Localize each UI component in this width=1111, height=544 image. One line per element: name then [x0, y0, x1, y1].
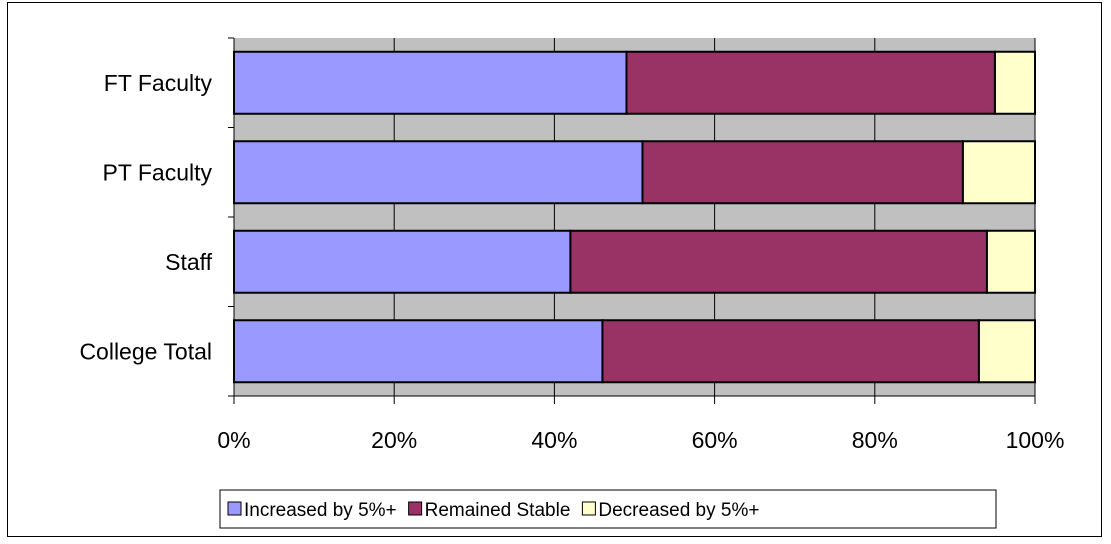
legend-swatch	[227, 501, 242, 516]
bar-segment	[233, 229, 572, 294]
bar-segment	[233, 319, 604, 384]
legend-label: Decreased by 5%+	[598, 500, 759, 521]
bar-segment	[977, 319, 1036, 384]
x-tick-label: 0%	[217, 427, 250, 453]
x-tick-label: 60%	[692, 427, 738, 453]
legend-box	[219, 489, 997, 529]
legend-label: Increased by 5%+	[244, 500, 397, 521]
bar-segment	[233, 50, 628, 115]
x-tick-label: 80%	[852, 427, 898, 453]
x-tick-labels: 0% 20% 40% 60% 80% 100%	[217, 427, 1064, 453]
bar-segment	[985, 229, 1037, 294]
category-label: College Total	[79, 338, 212, 364]
category-labels: FT Faculty PT Faculty Staff College Total	[79, 70, 212, 365]
bar-segment	[961, 140, 1036, 205]
bar-segment	[233, 140, 644, 205]
category-label: Staff	[165, 249, 212, 275]
legend: Increased by 5%+ Remained Stable Decreased…	[219, 489, 997, 529]
bar-segment	[641, 140, 964, 205]
legend-label: Remained Stable	[425, 500, 571, 521]
bars	[233, 50, 1037, 384]
bar-segment	[993, 50, 1037, 115]
x-tick-label: 20%	[371, 427, 417, 453]
legend-items: Increased by 5%+ Remained Stable Decreased…	[227, 500, 759, 521]
legend-swatch	[581, 501, 596, 516]
category-label: FT Faculty	[104, 70, 213, 96]
bar-segment	[625, 50, 996, 115]
bar-segment	[601, 319, 980, 384]
category-label: PT Faculty	[103, 159, 213, 185]
axes	[228, 37, 1036, 404]
x-tick-label: 100%	[1006, 427, 1065, 453]
legend-swatch	[408, 501, 423, 516]
x-tick-label: 40%	[531, 427, 577, 453]
bar-segment	[569, 229, 988, 294]
